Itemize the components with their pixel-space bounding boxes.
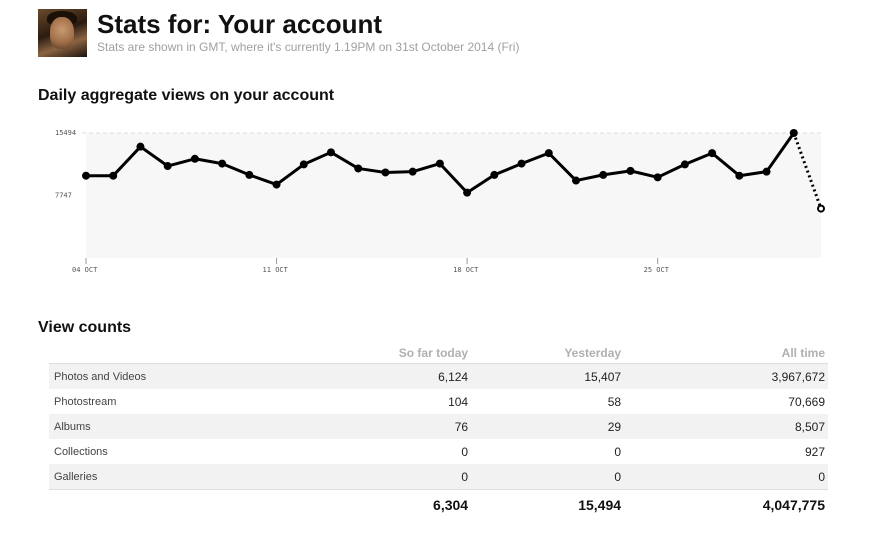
data-point (599, 170, 608, 179)
table-row: Photostream 104 58 70,669 (49, 389, 828, 414)
y-tick-label: 15494 (55, 129, 76, 137)
chart-plot-area (86, 133, 821, 258)
cell-yesterday: 58 (607, 394, 622, 409)
cell-all-time: 927 (804, 444, 825, 459)
cell-today: 0 (341, 464, 472, 490)
column-header-name (49, 343, 342, 364)
table-row: Collections 0 0 927 (49, 439, 828, 464)
data-point (354, 164, 363, 173)
total-today: 6,304 (341, 489, 472, 520)
view-counts-table: So far today Yesterday All time Photos a… (49, 343, 828, 520)
data-point (408, 167, 417, 176)
row-label: Collections (54, 445, 108, 458)
data-point (82, 171, 90, 180)
totals-label (49, 489, 342, 520)
total-yesterday: 15,494 (471, 489, 625, 520)
cell-all-time: 70,669 (788, 394, 825, 409)
cell-today: 6,124 (341, 363, 472, 389)
data-point (299, 160, 308, 169)
x-tick-label: 25 OCT (644, 266, 670, 274)
data-point (463, 188, 472, 197)
data-point (109, 171, 118, 180)
data-point (381, 168, 390, 177)
data-point (490, 170, 499, 179)
table-header-row: So far today Yesterday All time (49, 343, 828, 364)
data-point (435, 159, 444, 168)
table-row: Galleries 0 0 0 (49, 464, 828, 490)
data-point (817, 204, 825, 213)
data-point (653, 173, 662, 182)
page-title: Stats for: Your account (97, 9, 383, 39)
page-subtitle: Stats are shown in GMT, where it's curre… (97, 40, 520, 54)
row-label: Photostream (54, 395, 117, 408)
column-header-today: So far today (341, 343, 472, 364)
cell-yesterday: 29 (471, 414, 625, 439)
data-point (789, 129, 798, 137)
cell-all-time: 8,507 (624, 414, 828, 439)
total-all-time: 4,047,775 (624, 489, 828, 520)
daily-views-chart[interactable]: 15494 7747 04 OCT 11 OCT 18 OCT 25 OCT (40, 115, 840, 285)
cell-all-time: 0 (624, 464, 828, 490)
data-point (272, 180, 281, 189)
cell-today: 0 (461, 444, 469, 459)
totals-row: 6,304 15,494 4,047,775 (49, 489, 828, 520)
data-point (517, 159, 526, 168)
data-point (708, 149, 717, 158)
data-point (327, 148, 335, 157)
daily-views-chart-svg: 15494 7747 04 OCT 11 OCT 18 OCT 25 OCT (55, 129, 825, 274)
column-header-yesterday: Yesterday (471, 343, 625, 364)
table-row: Albums 76 29 8,507 (49, 414, 828, 439)
account-avatar[interactable] (38, 9, 87, 57)
cell-today: 76 (341, 414, 472, 439)
data-point (163, 162, 172, 171)
view-counts-heading: View counts (38, 319, 132, 336)
data-point (626, 166, 635, 175)
cell-all-time: 3,967,672 (624, 363, 828, 389)
x-tick-label: 04 OCT (72, 266, 98, 274)
chart-heading: Daily aggregate views on your account (38, 87, 335, 104)
data-point (136, 142, 145, 151)
data-point (544, 149, 553, 158)
data-point (735, 171, 744, 180)
data-point (762, 167, 771, 176)
data-point (572, 176, 580, 185)
cell-today: 104 (448, 394, 469, 409)
column-header-all-time: All time (624, 343, 828, 364)
cell-yesterday: 15,407 (471, 363, 625, 389)
data-point (680, 160, 689, 169)
x-tick-label: 18 OCT (453, 266, 479, 274)
avatar-face (50, 17, 74, 49)
data-point (218, 159, 227, 168)
series-line-projected (792, 132, 823, 210)
row-label: Photos and Videos (49, 363, 342, 389)
x-tick-label: 11 OCT (263, 266, 289, 274)
data-point (190, 154, 199, 163)
table-row: Photos and Videos 6,124 15,407 3,967,672 (49, 363, 828, 389)
row-label: Albums (49, 414, 342, 439)
y-tick-label: 7747 (55, 192, 72, 200)
row-label: Galleries (49, 464, 342, 490)
cell-yesterday: 0 (471, 464, 625, 490)
data-point (245, 170, 254, 179)
cell-yesterday: 0 (614, 444, 622, 459)
